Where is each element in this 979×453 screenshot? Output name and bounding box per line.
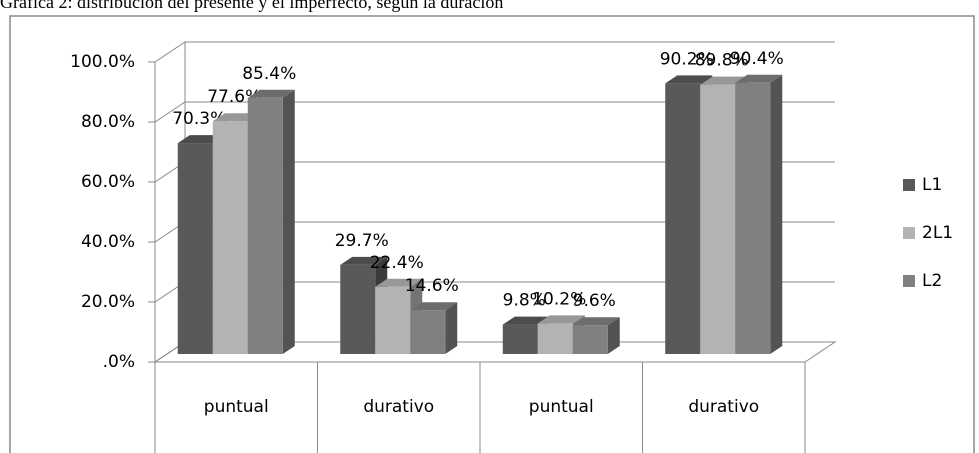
bar xyxy=(410,310,446,354)
y-tick-label: 20.0% xyxy=(81,292,135,312)
grid-line xyxy=(154,101,835,123)
bar xyxy=(247,97,283,355)
y-tick-label: 80.0% xyxy=(81,112,135,132)
bar-side xyxy=(445,302,458,354)
bar-side xyxy=(282,89,295,355)
data-label: 22.4% xyxy=(370,253,424,273)
bar xyxy=(735,82,771,355)
data-label: 9.6% xyxy=(573,291,616,311)
legend-swatch xyxy=(903,227,915,239)
data-label: 14.6% xyxy=(405,276,459,296)
bar-top xyxy=(665,75,713,84)
legend-label: L2 xyxy=(922,271,942,291)
data-label: 90.2% xyxy=(660,49,714,69)
bar-top xyxy=(572,317,620,326)
bar xyxy=(572,325,608,354)
grid-line xyxy=(154,41,835,63)
legend-swatch xyxy=(903,275,915,287)
bar-top xyxy=(502,316,550,325)
bar-top xyxy=(375,278,423,287)
x-tick-label: durativo xyxy=(688,397,759,417)
bar xyxy=(340,264,376,354)
bar-side xyxy=(770,74,783,355)
bar xyxy=(700,84,736,354)
y-tick-label: 40.0% xyxy=(81,232,135,252)
y-tick-label: 100.0% xyxy=(70,52,135,72)
chart-title: Gráfica 2: distribución del presente y e… xyxy=(0,0,503,12)
data-label: 29.7% xyxy=(335,231,389,251)
x-tick-label: puntual xyxy=(529,397,594,417)
data-label: 9.8% xyxy=(503,291,546,311)
y-tick-label: .0% xyxy=(103,352,135,372)
bar xyxy=(665,83,701,355)
data-label: 89.8% xyxy=(695,51,749,71)
bar-top xyxy=(340,256,388,265)
bar xyxy=(212,121,248,354)
bar xyxy=(375,286,411,354)
bar xyxy=(537,323,573,354)
y-tick-label: 60.0% xyxy=(81,172,135,192)
bar-side xyxy=(607,317,620,354)
data-label: 90.4% xyxy=(730,49,784,69)
legend-label: L1 xyxy=(922,175,942,195)
x-tick-label: puntual xyxy=(204,397,269,417)
bar-top xyxy=(735,74,783,83)
chart-border xyxy=(9,15,975,453)
bar xyxy=(177,143,213,354)
bar-top xyxy=(700,76,748,85)
bar-top xyxy=(410,302,458,311)
bar xyxy=(502,324,538,354)
x-tick-label: durativo xyxy=(363,397,434,417)
legend-label: 2L1 xyxy=(922,223,953,243)
legend-swatch xyxy=(903,179,915,191)
bar-top xyxy=(247,89,295,98)
data-label: 10.2% xyxy=(532,289,586,309)
data-label: 85.4% xyxy=(242,64,296,84)
bar-top xyxy=(537,315,585,324)
